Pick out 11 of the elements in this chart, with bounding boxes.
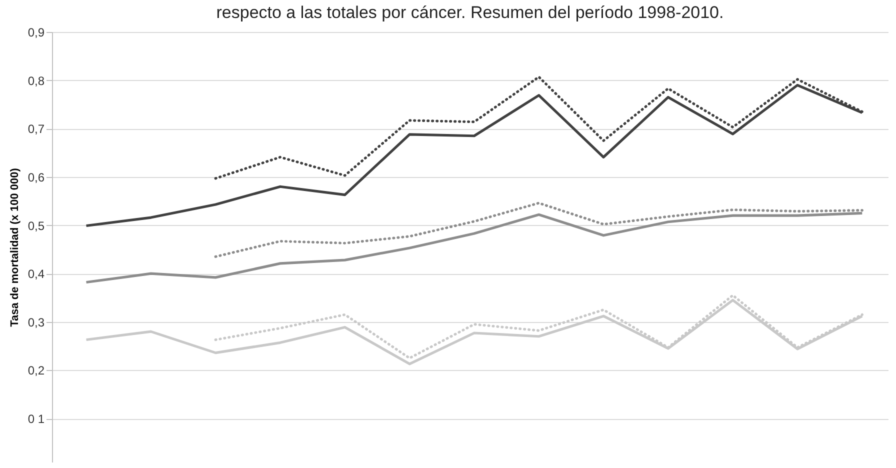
y-tick-label: 0 1 (28, 412, 45, 426)
y-tick-label: 0,2 (28, 364, 45, 378)
y-tick-label: 0,8 (28, 74, 45, 88)
y-tick-label: 0,6 (28, 170, 45, 184)
y-tick-label: 0,3 (28, 315, 45, 330)
chart-title: respecto a las totales por cáncer. Resumen del período 1998-2010. (216, 3, 724, 22)
y-tick-label: 0,7 (28, 122, 45, 136)
y-tick-label: 0,4 (28, 267, 45, 282)
y-axis-title: Tasa de mortalidad (x 100 000) (8, 168, 21, 327)
y-tick-label: 0,9 (28, 26, 45, 40)
y-tick-label: 0,5 (28, 218, 45, 233)
